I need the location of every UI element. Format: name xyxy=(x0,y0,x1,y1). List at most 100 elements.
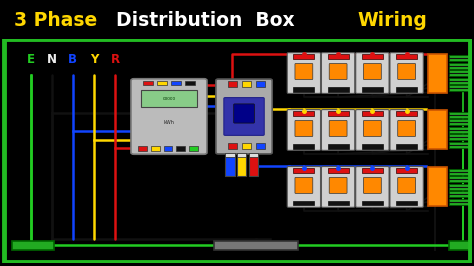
Bar xyxy=(242,143,251,149)
FancyBboxPatch shape xyxy=(390,110,423,150)
FancyBboxPatch shape xyxy=(356,167,389,207)
Bar xyxy=(328,168,349,173)
Bar xyxy=(328,144,349,148)
Bar xyxy=(428,167,447,206)
Bar xyxy=(225,153,235,157)
Bar xyxy=(449,135,474,140)
Bar xyxy=(362,168,383,173)
FancyBboxPatch shape xyxy=(329,64,347,80)
Bar xyxy=(141,90,197,107)
Bar xyxy=(293,201,314,206)
Bar xyxy=(396,87,417,92)
FancyBboxPatch shape xyxy=(287,53,320,93)
Bar xyxy=(293,144,314,148)
Bar xyxy=(396,201,417,206)
Bar xyxy=(164,147,172,151)
FancyBboxPatch shape xyxy=(364,120,381,136)
Text: 00000: 00000 xyxy=(163,97,175,101)
Bar xyxy=(249,153,258,157)
FancyBboxPatch shape xyxy=(234,104,255,123)
Bar xyxy=(449,199,474,205)
Bar xyxy=(228,143,237,149)
Text: E: E xyxy=(27,53,35,66)
Text: Distribution  Box: Distribution Box xyxy=(116,11,295,30)
Bar xyxy=(449,176,474,182)
Bar xyxy=(328,87,349,92)
Bar xyxy=(396,168,417,173)
FancyBboxPatch shape xyxy=(295,177,313,193)
Bar xyxy=(151,147,160,151)
Bar xyxy=(449,142,474,148)
FancyBboxPatch shape xyxy=(216,79,272,154)
FancyBboxPatch shape xyxy=(390,167,423,207)
FancyBboxPatch shape xyxy=(321,167,355,207)
Bar xyxy=(328,111,349,116)
Bar xyxy=(328,201,349,206)
Bar xyxy=(12,241,54,250)
FancyBboxPatch shape xyxy=(224,98,264,135)
Bar xyxy=(256,143,265,149)
Text: 3 Phase: 3 Phase xyxy=(14,11,98,30)
FancyBboxPatch shape xyxy=(287,110,320,150)
Bar xyxy=(293,168,314,173)
Bar xyxy=(428,110,447,149)
FancyBboxPatch shape xyxy=(295,64,313,80)
Bar xyxy=(189,147,198,151)
Bar xyxy=(171,81,181,85)
Bar xyxy=(449,127,474,133)
Bar xyxy=(362,201,383,206)
FancyBboxPatch shape xyxy=(329,177,347,193)
FancyBboxPatch shape xyxy=(398,120,416,136)
Text: R: R xyxy=(110,53,119,66)
Bar xyxy=(293,55,314,59)
FancyBboxPatch shape xyxy=(131,79,207,154)
Bar xyxy=(157,81,166,85)
Bar xyxy=(176,147,185,151)
Bar xyxy=(213,241,298,250)
Bar xyxy=(449,192,474,197)
Bar xyxy=(362,111,383,116)
Bar xyxy=(396,55,417,59)
Bar xyxy=(449,169,474,175)
FancyBboxPatch shape xyxy=(364,177,381,193)
FancyBboxPatch shape xyxy=(287,167,320,207)
Text: kWh: kWh xyxy=(164,120,174,125)
FancyBboxPatch shape xyxy=(329,120,347,136)
Bar xyxy=(138,147,147,151)
FancyBboxPatch shape xyxy=(321,110,355,150)
Text: Y: Y xyxy=(90,53,98,66)
Text: Wiring: Wiring xyxy=(358,11,428,30)
FancyBboxPatch shape xyxy=(356,110,389,150)
Bar xyxy=(449,77,474,84)
Bar xyxy=(362,144,383,148)
FancyBboxPatch shape xyxy=(321,53,355,93)
Bar xyxy=(428,53,447,93)
Text: N: N xyxy=(46,53,56,66)
Text: B: B xyxy=(68,53,77,66)
Bar xyxy=(249,155,258,176)
Bar xyxy=(228,81,237,86)
Bar xyxy=(396,111,417,116)
Bar xyxy=(293,111,314,116)
FancyBboxPatch shape xyxy=(398,64,416,80)
Bar xyxy=(237,155,246,176)
Bar xyxy=(242,81,251,86)
Bar xyxy=(256,81,265,86)
Bar xyxy=(449,85,474,91)
Bar xyxy=(449,112,474,118)
Bar xyxy=(225,155,235,176)
Bar xyxy=(449,241,474,250)
Bar xyxy=(449,184,474,190)
Bar xyxy=(143,81,153,85)
Bar xyxy=(449,55,474,61)
Bar xyxy=(449,119,474,126)
Bar xyxy=(328,55,349,59)
Bar xyxy=(396,144,417,148)
Bar xyxy=(449,63,474,69)
Bar xyxy=(185,81,195,85)
FancyBboxPatch shape xyxy=(295,120,313,136)
FancyBboxPatch shape xyxy=(390,53,423,93)
Bar xyxy=(362,87,383,92)
Bar xyxy=(362,55,383,59)
Bar xyxy=(293,87,314,92)
